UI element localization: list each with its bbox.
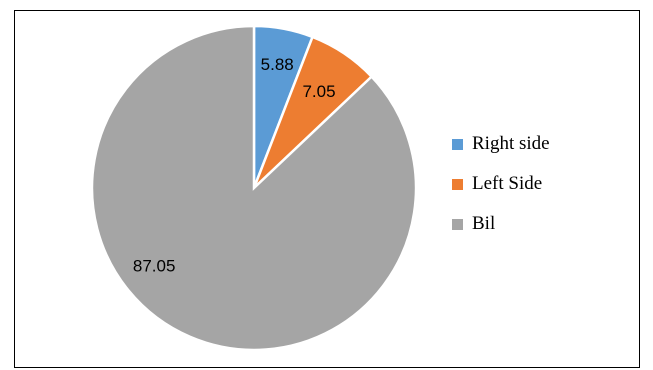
pie-slice-bil <box>90 24 418 352</box>
legend-swatch-right-side <box>452 138 463 150</box>
legend-item-bil: Bil <box>452 204 550 244</box>
legend-label-right-side: Right side <box>472 133 550 154</box>
legend-label-left-side: Left Side <box>472 173 543 194</box>
legend-item-left-side: Left Side <box>452 164 550 204</box>
legend-label-bil: Bil <box>472 213 496 234</box>
legend-swatch-bil <box>452 218 463 230</box>
legend-item-right-side: Right side <box>452 124 550 164</box>
legend-swatch-left-side <box>452 178 463 190</box>
data-label-left-side: 7.05 <box>302 82 335 101</box>
legend: Right side Left Side Bil <box>452 124 550 244</box>
data-label-right-side: 5.88 <box>261 55 294 74</box>
data-label-bil: 87.05 <box>133 256 176 275</box>
